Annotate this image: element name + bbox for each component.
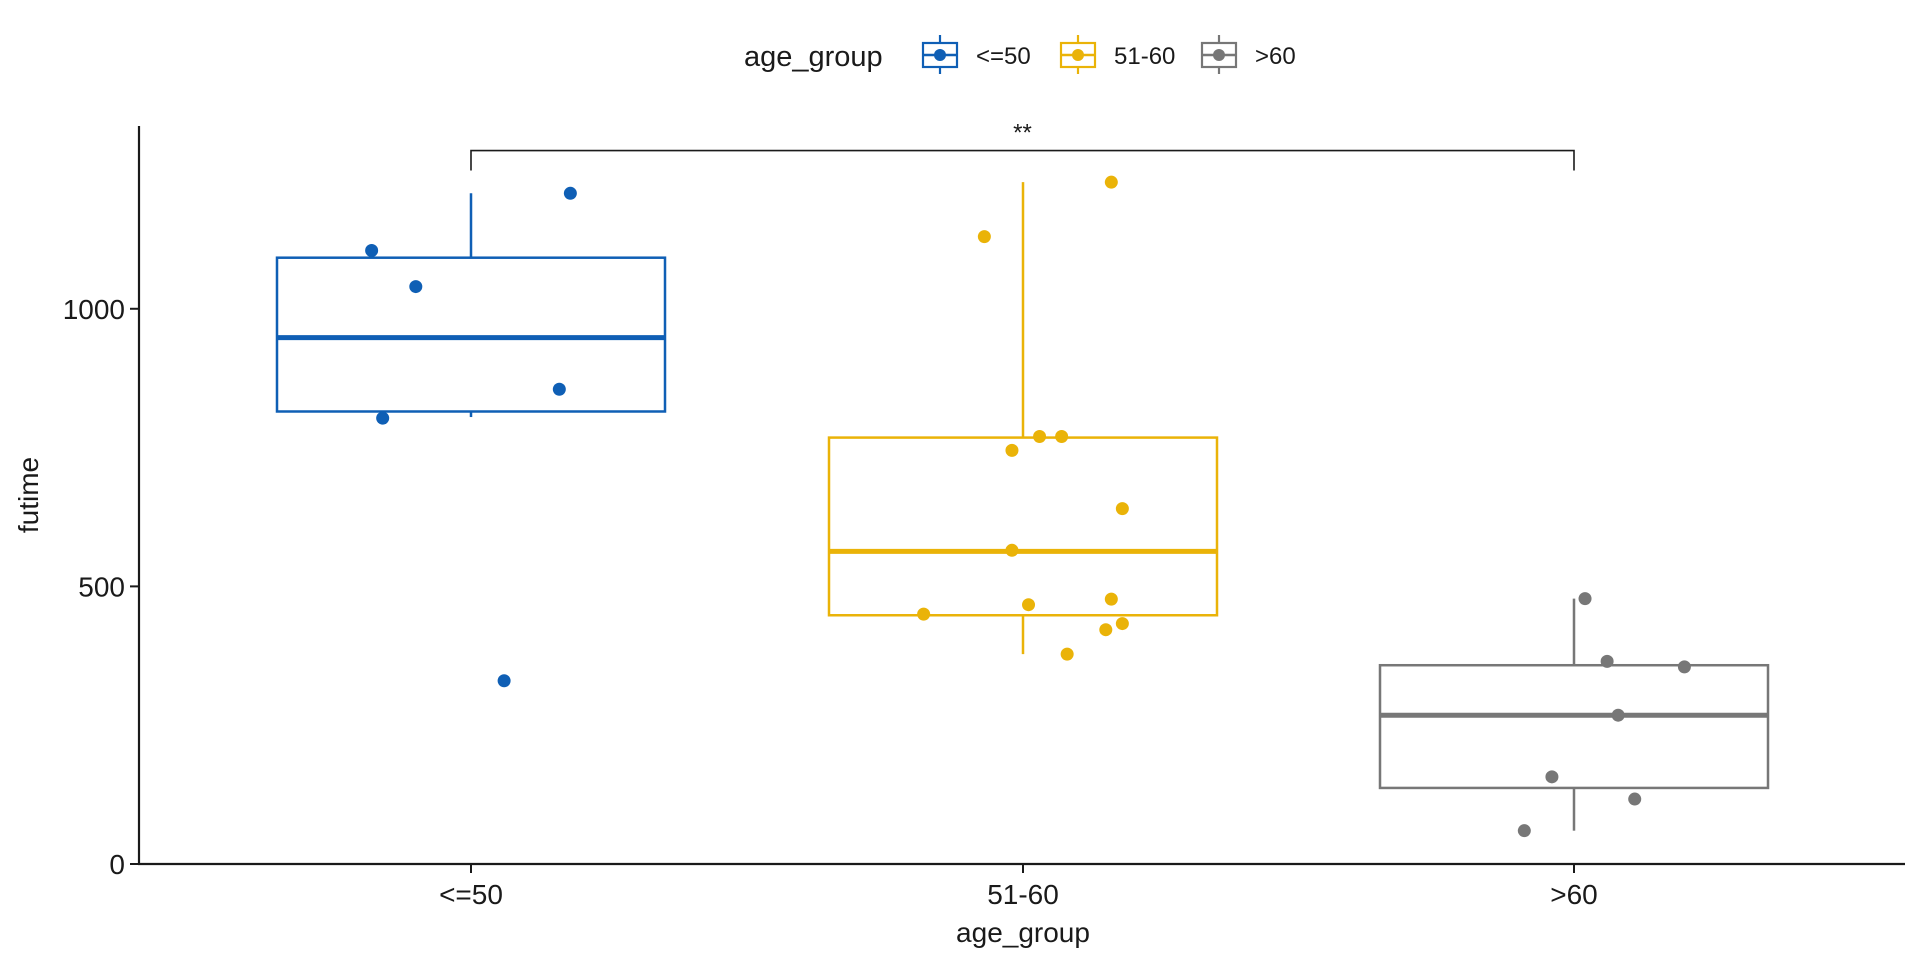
box-body	[827, 436, 1219, 617]
data-point-22	[1677, 660, 1691, 674]
x-tick-label: >60	[1550, 879, 1598, 910]
data-point-21	[1600, 654, 1614, 668]
data-point-1	[365, 243, 379, 257]
box-body	[1378, 663, 1770, 790]
x-tick-label: <=50	[439, 879, 503, 910]
data-point-12	[1115, 502, 1129, 516]
data-point-26	[1517, 824, 1531, 838]
significance-label: **	[1013, 120, 1032, 147]
legend-key-1	[921, 35, 959, 74]
x-tick-label: 51-60	[987, 879, 1059, 910]
data-point-17	[1115, 617, 1129, 631]
legend-key-point	[934, 49, 946, 61]
data-point-13	[1005, 543, 1019, 557]
data-point-16	[917, 607, 931, 621]
box-body	[275, 256, 667, 413]
x-axis-title: age_group	[956, 917, 1090, 948]
data-point-23	[1611, 708, 1625, 722]
data-point-7	[1104, 175, 1118, 189]
legend-label: 51-60	[1114, 43, 1175, 70]
jitter-points	[365, 175, 1691, 838]
legend-key-3	[1200, 35, 1238, 74]
data-point-5	[376, 411, 390, 425]
y-tick-label: 500	[78, 571, 125, 602]
legend-label: >60	[1255, 43, 1296, 70]
box-series	[275, 182, 1770, 831]
data-point-8	[977, 230, 991, 244]
data-point-4	[552, 382, 566, 396]
box-3	[1378, 598, 1770, 831]
box-1	[275, 193, 667, 418]
significance-annotations: **	[470, 120, 1575, 171]
legend: age_group <=50 51-60 >60	[744, 35, 1296, 74]
box-2	[827, 182, 1219, 655]
data-point-19	[1060, 647, 1074, 661]
data-point-9	[1033, 429, 1047, 443]
data-point-6	[497, 674, 511, 688]
legend-key-2	[1059, 35, 1097, 74]
legend-title: age_group	[744, 41, 883, 73]
data-point-10	[1055, 429, 1069, 443]
data-point-24	[1545, 770, 1559, 784]
data-point-14	[1104, 592, 1118, 606]
axes: 0 500 1000 <=50 51-60 >60 age_group futime	[13, 126, 1905, 948]
data-point-25	[1628, 792, 1642, 806]
data-point-15	[1022, 598, 1036, 612]
legend-label: <=50	[976, 43, 1031, 70]
data-point-3	[563, 186, 577, 200]
y-tick-label: 1000	[63, 294, 125, 325]
significance-bracket	[470, 149, 1575, 171]
y-tick-label: 0	[109, 849, 125, 880]
data-point-11	[1005, 443, 1019, 457]
legend-key-point	[1213, 49, 1225, 61]
legend-key-point	[1072, 49, 1084, 61]
data-point-20	[1578, 592, 1592, 606]
data-point-2	[409, 280, 423, 294]
y-axis-title: futime	[13, 457, 44, 533]
data-point-18	[1099, 623, 1113, 637]
